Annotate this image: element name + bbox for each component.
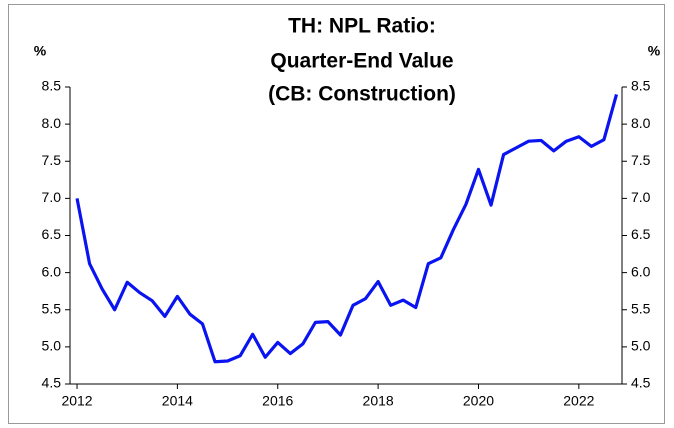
y2-tick-label: 8.5	[631, 78, 651, 94]
y-tick-label: 5.0	[42, 338, 62, 354]
x-tick-label: 2014	[162, 393, 193, 409]
y2-tick-label: 7.0	[631, 189, 651, 205]
y-tick-label: 6.0	[42, 263, 62, 279]
x-tick-label: 2022	[563, 393, 594, 409]
y-tick-label: 8.5	[42, 78, 62, 94]
x-tick-label: 2012	[61, 393, 92, 409]
y-tick-label: 7.0	[42, 189, 62, 205]
y-tick-label: 8.0	[42, 115, 62, 131]
y2-tick-label: 6.5	[631, 226, 651, 242]
x-tick-label: 2018	[363, 393, 394, 409]
y-tick-label: 7.5	[42, 152, 62, 168]
x-tick-label: 2020	[463, 393, 494, 409]
y2-axis-label: %	[648, 43, 661, 59]
data-line	[75, 93, 619, 364]
x-tick-label: 2016	[262, 393, 293, 409]
chart-title: (CB: Construction)	[268, 83, 456, 106]
y2-tick-label: 5.5	[631, 300, 651, 316]
y-axis-label: %	[34, 43, 47, 59]
y2-tick-label: 5.0	[631, 338, 651, 354]
y-tick-label: 4.5	[42, 375, 62, 391]
frame	[8, 4, 665, 424]
y2-tick-label: 6.0	[631, 263, 651, 279]
chart-title: TH: NPL Ratio:	[288, 15, 436, 38]
y-tick-label: 5.5	[42, 300, 62, 316]
chart-title: Quarter-End Value	[270, 50, 453, 73]
y2-tick-label: 8.0	[631, 115, 651, 131]
y2-tick-label: 7.5	[631, 152, 651, 168]
y2-tick-label: 4.5	[631, 375, 651, 391]
y-tick-label: 6.5	[42, 226, 62, 242]
